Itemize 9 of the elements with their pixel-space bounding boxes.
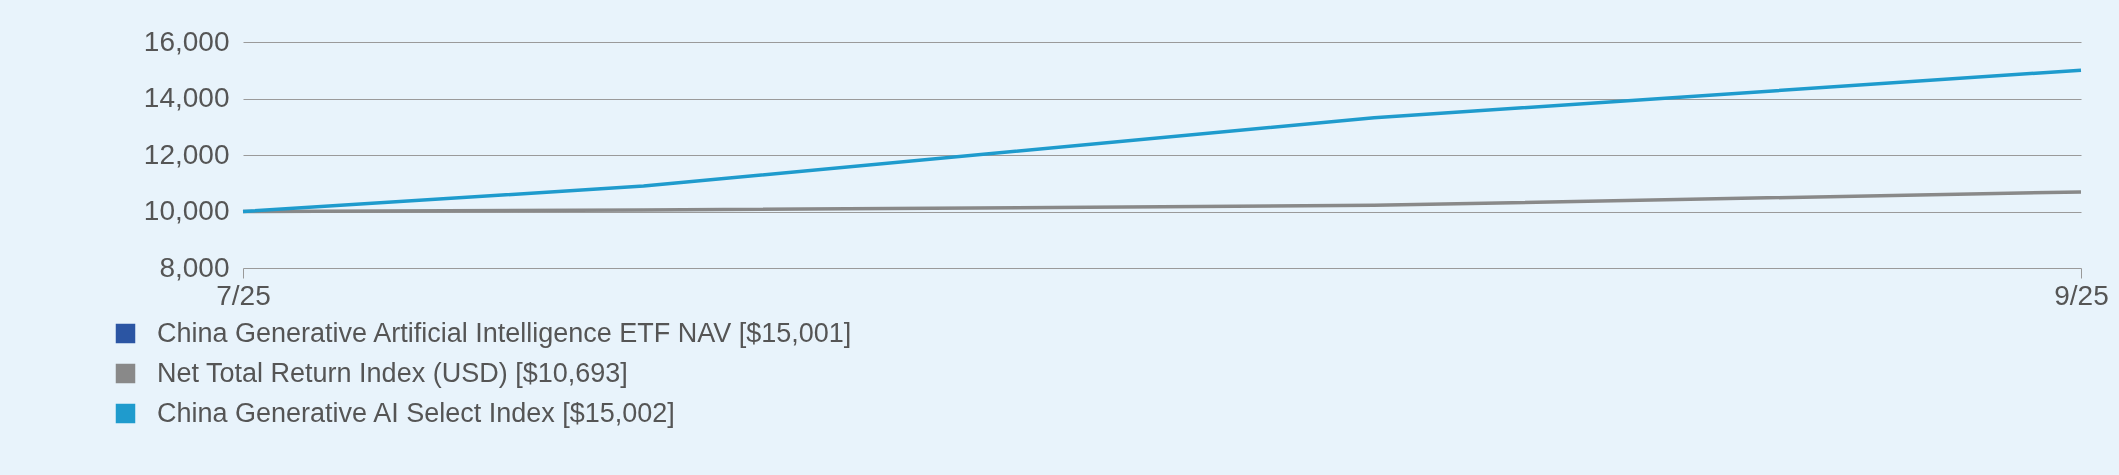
- legend-label: China Generative Artificial Intelligence ETF NAV [$15,001]: [157, 317, 852, 348]
- y-tick-label: 14,000: [143, 82, 230, 113]
- x-tick-label: 9/25: [2054, 279, 2109, 311]
- y-tick-label: 12,000: [143, 138, 230, 170]
- legend-label: China Generative AI Select Index [$15,002]: [157, 397, 675, 428]
- y-tick-label: 16,000: [143, 25, 230, 57]
- legend-label: Net Total Return Index (USD) [$10,693]: [157, 357, 628, 388]
- y-tick-label: 10,000: [143, 195, 230, 226]
- line-series: [241, 68, 2083, 214]
